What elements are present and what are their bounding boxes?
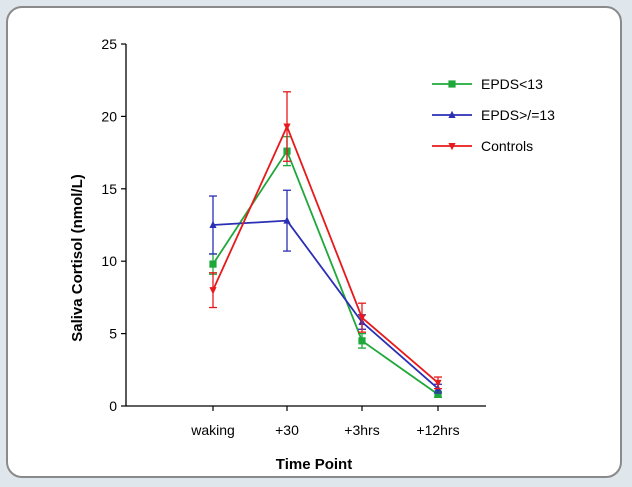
legend-label: EPDS<13 (481, 76, 543, 92)
series (209, 136, 442, 399)
x-tick-label: +12hrs (416, 422, 459, 438)
y-tick-label: 20 (101, 108, 117, 124)
y-tick-label: 0 (109, 398, 117, 414)
data-point (358, 337, 366, 345)
legend-label: Controls (481, 138, 533, 154)
data-point (283, 123, 291, 131)
x-tick-label: +3hrs (344, 422, 379, 438)
y-axis-title: Saliva Cortisol (nmol/L) (69, 174, 86, 342)
data-point (283, 216, 291, 224)
data-point (434, 379, 442, 388)
data-point (209, 220, 217, 228)
y-tick-label: 15 (101, 181, 117, 197)
chart-frame (6, 6, 622, 478)
series-line (212, 124, 439, 384)
legend-label: EPDS>/=13 (481, 107, 555, 123)
plot-area (209, 91, 442, 399)
series-line (212, 219, 439, 390)
legend-entry: Controls (432, 138, 533, 154)
x-tick-label: waking (190, 422, 235, 438)
data-point (209, 260, 217, 268)
data-point (358, 314, 366, 322)
legend: EPDS<13 EPDS>/=13 Controls (432, 76, 555, 154)
legend-entry: EPDS<13 (432, 76, 543, 92)
y-tick-label: 25 (101, 36, 117, 52)
data-point (209, 287, 217, 295)
data-point (434, 390, 442, 399)
y-tick-label: 5 (109, 326, 117, 342)
series (209, 91, 442, 390)
legend-marker (448, 110, 456, 118)
x-tick-label: +30 (275, 422, 299, 438)
legend-marker (448, 80, 456, 88)
legend-entry: EPDS>/=13 (432, 107, 555, 123)
x-axis-title: Time Point (276, 456, 352, 473)
y-tick-label: 10 (101, 253, 117, 269)
axes: 0 5 10 15 20 25 waking +30 +3hrs +12hrs (101, 36, 486, 438)
legend-marker (448, 143, 456, 151)
